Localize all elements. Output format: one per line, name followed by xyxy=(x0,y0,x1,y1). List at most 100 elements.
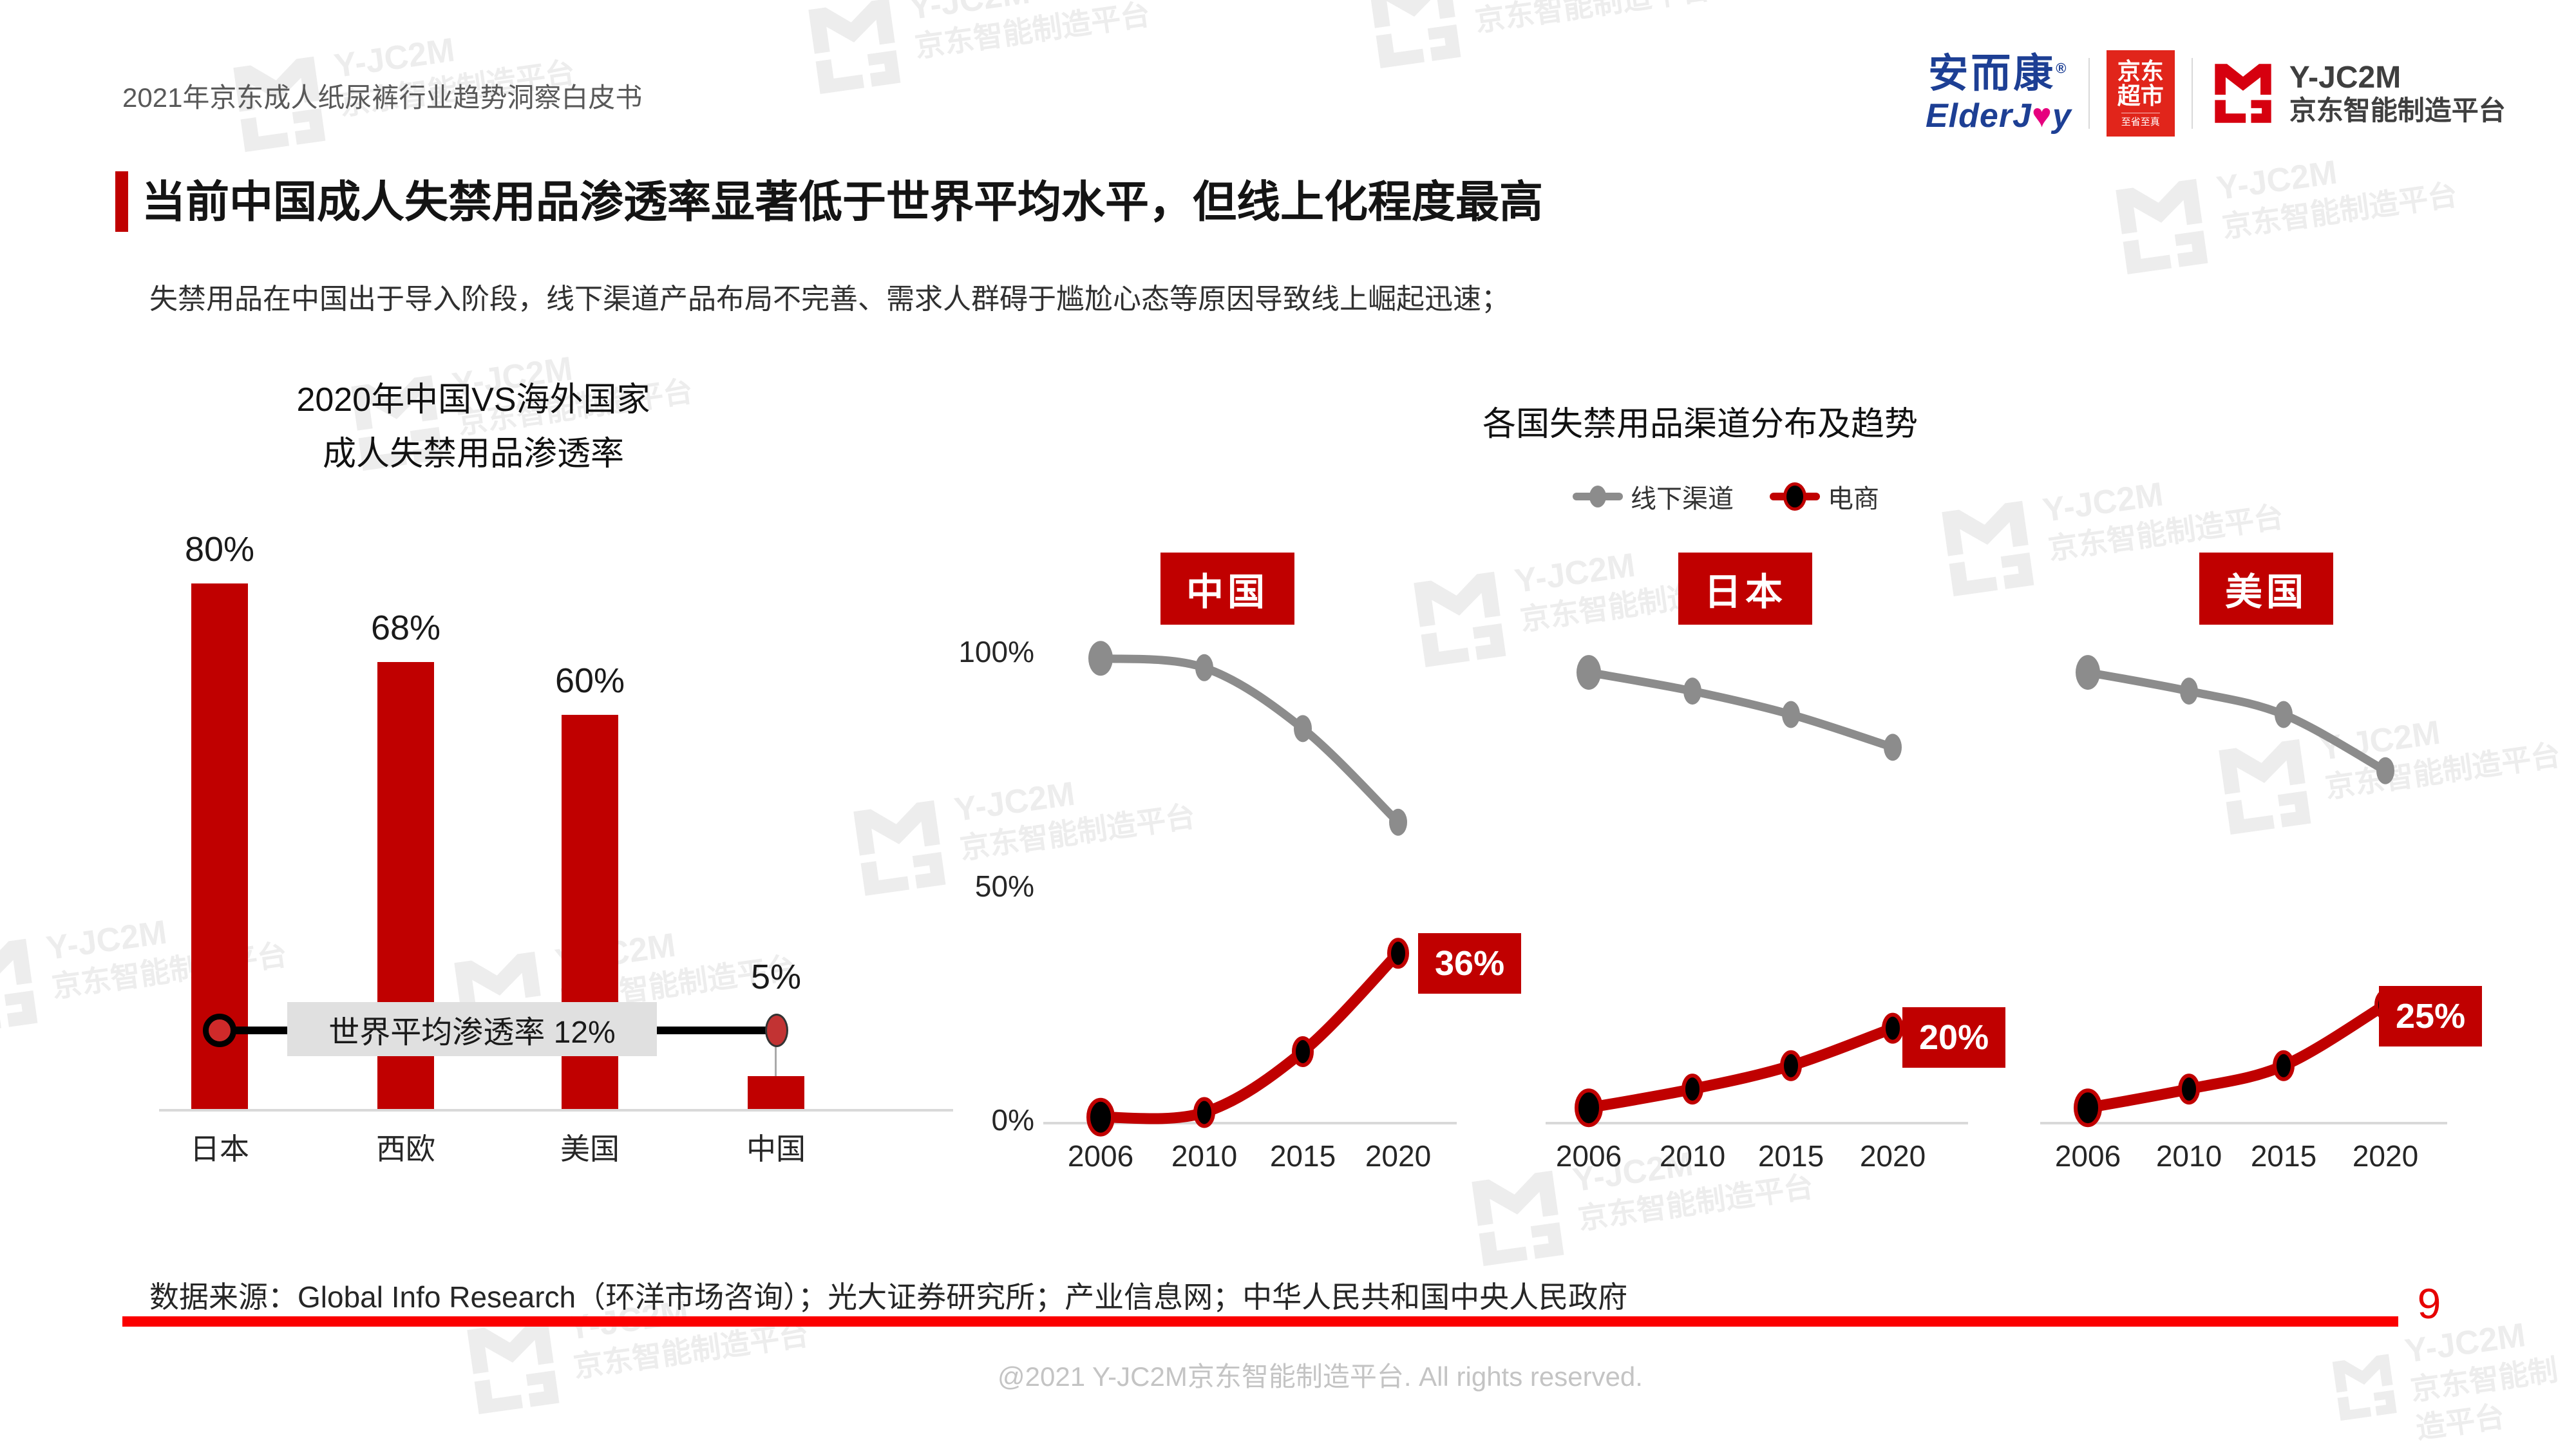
legend-item-offline: 线下渠道 xyxy=(1573,478,1734,515)
watermark-name: Y-JC2M xyxy=(2040,475,2166,530)
series-path-ecommerce xyxy=(1583,1023,1899,1113)
data-point-marker xyxy=(2376,757,2394,784)
data-point-marker xyxy=(2178,1074,2200,1105)
watermark-platform: 京东智能制造平台 xyxy=(2220,177,2459,244)
bar xyxy=(748,1076,804,1109)
watermark-platform: 京东智能制造平台 xyxy=(50,937,289,1004)
baseline xyxy=(159,1109,953,1112)
series-path-offline xyxy=(1584,668,1897,752)
bar-category-label: 美国 xyxy=(560,1132,620,1166)
title-accent-bar xyxy=(115,171,128,232)
data-point-marker xyxy=(1782,701,1800,728)
watermark-logo-icon xyxy=(2219,739,2311,835)
bar-chart-title-line1: 2020年中国VS海外国家 xyxy=(296,381,650,419)
yjc2m-logo-text: Y-JC2M 京东智能制造平台 xyxy=(2289,61,2506,126)
data-point-marker xyxy=(2076,655,2100,690)
x-tick-label: 2020 xyxy=(1365,1139,1432,1173)
end-value-label: 20% xyxy=(1902,1007,2006,1068)
x-tick-label: 2006 xyxy=(1067,1139,1134,1173)
elderjoy-logo-cn: 安而康® xyxy=(1928,52,2069,96)
watermark-platform: 京东智能制造平台 xyxy=(2408,1352,2560,1445)
data-point-marker xyxy=(1292,1036,1314,1067)
watermark-name: Y-JC2M xyxy=(907,0,1032,28)
panel-baseline xyxy=(1043,1122,1457,1124)
watermark-logo-icon xyxy=(1472,1170,1564,1266)
x-tick-label: 2015 xyxy=(2250,1139,2317,1173)
data-point-marker xyxy=(1294,715,1312,743)
country-badge: 日本 xyxy=(1678,553,1813,625)
watermark-platform: 京东智能制造平台 xyxy=(1576,1169,1815,1236)
bar-category-label: 日本 xyxy=(190,1132,249,1166)
watermark-logo-icon xyxy=(0,938,38,1034)
bar-value-label: 80% xyxy=(184,530,255,569)
watermark-name: Y-JC2M xyxy=(2317,714,2443,768)
data-source-note: 数据来源：Global Info Research（环洋市场咨询）；光大证券研究… xyxy=(149,1280,1628,1314)
logo-row: 安而康® ElderJ♥y 京东 超市 至省至真 Y-JC2M 京东智能制造平台 xyxy=(1926,45,2506,142)
data-point-marker xyxy=(1780,1050,1802,1081)
bar-chart-title-line2: 成人失禁用品渗透率 xyxy=(322,435,624,473)
heart-icon: ♥ xyxy=(2031,97,2052,135)
elderjoy-logo-en: ElderJ♥y xyxy=(1926,97,2072,135)
country-badge: 中国 xyxy=(1160,553,1295,625)
data-point-marker xyxy=(1389,808,1407,836)
data-point-marker xyxy=(1195,654,1213,681)
line-chart-title: 各国失禁用品渠道分布及趋势 xyxy=(1482,406,1918,443)
x-tick-label: 2006 xyxy=(2054,1139,2121,1173)
watermark: Y-JC2M京东智能制造平台 xyxy=(1360,0,1716,75)
line-endpoint-dot xyxy=(765,1013,788,1047)
series-path-ecommerce xyxy=(1095,947,1404,1124)
panel-baseline xyxy=(2040,1122,2447,1124)
data-point-marker xyxy=(1884,734,1902,761)
page-title: 当前中国成人失禁用品渗透率显著低于世界平均水平，但线上化程度最高 xyxy=(142,178,1544,227)
ecommerce-line-marker-icon xyxy=(1770,482,1820,511)
bar-category-label: 西欧 xyxy=(376,1132,435,1166)
x-tick-label: 2010 xyxy=(1171,1139,1238,1173)
end-value-label: 25% xyxy=(2379,986,2483,1046)
watermark-platform: 京东智能制造平台 xyxy=(2323,737,2562,804)
x-tick-label: 2006 xyxy=(1555,1139,1622,1173)
y-tick-label: 100% xyxy=(958,635,1034,668)
yjc2m-monogram-icon xyxy=(2215,64,2271,123)
data-point-marker xyxy=(1088,641,1113,676)
watermark-logo-icon xyxy=(1414,571,1506,667)
world-average-label: 世界平均渗透率 12% xyxy=(287,1001,657,1056)
series-path-offline xyxy=(1096,654,1403,827)
watermark-logo-icon xyxy=(467,1318,560,1414)
data-point-marker xyxy=(2180,677,2198,705)
x-tick-label: 2015 xyxy=(1269,1139,1336,1173)
watermark-logo-icon xyxy=(2116,178,2208,274)
registered-mark: ® xyxy=(2056,60,2069,77)
line-endpoint-dot xyxy=(203,1013,236,1047)
watermark-logo-icon xyxy=(808,0,901,94)
offline-line-marker-icon xyxy=(1573,486,1623,507)
data-point-marker xyxy=(1575,1088,1603,1128)
footer-divider-line xyxy=(122,1316,2398,1327)
data-point-marker xyxy=(1086,1097,1115,1137)
data-point-marker xyxy=(2273,1050,2295,1081)
x-tick-label: 2020 xyxy=(2352,1139,2419,1173)
country-badge: 美国 xyxy=(2199,553,2334,625)
world-average-connector xyxy=(775,1045,777,1076)
watermark-name: Y-JC2M xyxy=(2214,153,2340,208)
legend-item-ecommerce: 电商 xyxy=(1770,478,1879,515)
panel-baseline xyxy=(1546,1122,1968,1124)
x-tick-label: 2020 xyxy=(1859,1139,1926,1173)
yjc2m-logo: Y-JC2M 京东智能制造平台 xyxy=(2210,60,2506,127)
watermark-platform: 京东智能制造平台 xyxy=(913,0,1152,64)
bar-value-label: 60% xyxy=(554,661,625,700)
logo-divider xyxy=(2191,58,2193,129)
watermark-logo-icon xyxy=(1368,0,1461,68)
y-tick-label: 50% xyxy=(974,869,1034,903)
line-chart-legend: 线下渠道 电商 xyxy=(1481,478,1971,515)
bar-value-label: 5% xyxy=(750,957,802,996)
logo-divider xyxy=(2088,58,2090,129)
x-tick-label: 2010 xyxy=(1659,1139,1726,1173)
series-path-offline xyxy=(2083,668,2390,775)
data-point-marker xyxy=(1882,1012,1904,1044)
end-value-label: 36% xyxy=(1418,933,1522,994)
